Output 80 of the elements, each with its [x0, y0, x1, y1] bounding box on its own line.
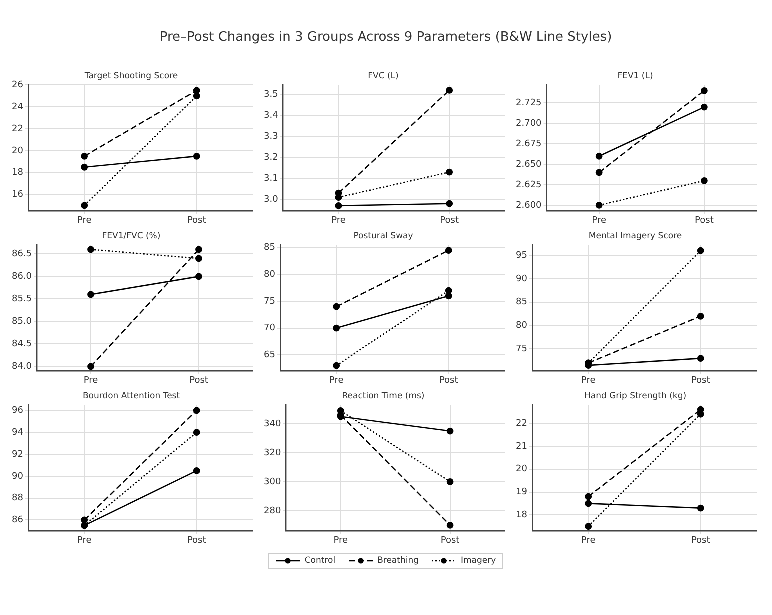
- chart-title: Postural Sway: [354, 231, 414, 242]
- y-tick-label: 75: [516, 344, 528, 355]
- x-tick-label: Pre: [332, 216, 346, 226]
- y-tick-label: 2.700: [516, 119, 542, 129]
- y-tick-label: 21: [516, 442, 528, 452]
- chart-title: FVC (L): [368, 71, 399, 82]
- x-tick-label: Post: [695, 216, 714, 226]
- y-tick-label: 96: [12, 406, 24, 416]
- y-tick-label: 26: [12, 80, 24, 91]
- y-tick-label: 20: [12, 146, 24, 156]
- x-tick-label: Post: [187, 536, 207, 546]
- y-tick-label: 3.1: [264, 174, 278, 184]
- chart-title: FEV1 (L): [618, 71, 654, 82]
- y-tick-label: 95: [516, 250, 528, 261]
- y-tick-label: 86.5: [12, 250, 32, 260]
- y-tick-label: 19: [516, 488, 528, 498]
- x-tick-label: Pre: [592, 216, 607, 226]
- x-tick-label: Pre: [329, 376, 344, 386]
- y-tick-label: 280: [264, 506, 282, 516]
- x-tick-label: Pre: [77, 536, 92, 546]
- y-tick-label: 94: [12, 428, 24, 438]
- y-tick-label: 22: [516, 418, 528, 429]
- y-tick-label: 2.725: [516, 98, 542, 109]
- y-tick-label: 86: [12, 516, 24, 526]
- y-tick-label: 90: [12, 472, 24, 482]
- x-tick-label: Post: [691, 536, 711, 546]
- y-tick-label: 84.5: [12, 340, 32, 350]
- y-tick-label: 18: [12, 168, 24, 178]
- y-tick-label: 90: [516, 274, 528, 284]
- y-tick-label: 2.650: [516, 160, 542, 170]
- legend-label: Breathing: [378, 556, 420, 566]
- y-tick-label: 80: [516, 321, 528, 332]
- y-tick-label: 320: [264, 448, 282, 458]
- y-tick-label: 75: [264, 296, 276, 307]
- y-tick-label: 2.600: [516, 200, 542, 211]
- y-tick-label: 70: [264, 324, 276, 334]
- y-tick-label: 65: [264, 350, 276, 360]
- text: Pre–Post Changes in 3 Groups Across 9 Parameters (B&W Line Styles): [158, 29, 614, 47]
- y-tick-label: 92: [12, 450, 24, 460]
- y-tick-label: 24: [12, 102, 24, 112]
- x-tick-label: Pre: [581, 536, 596, 546]
- chart-title: Mental Imagery Score: [588, 231, 682, 242]
- y-tick-label: 3.4: [264, 110, 279, 121]
- y-tick-label: 340: [264, 419, 282, 430]
- y-tick-label: 2.675: [516, 139, 542, 150]
- chart-title: Target Shooting Score: [84, 71, 178, 82]
- chart-title: Hand Grip Strength (kg): [584, 391, 687, 402]
- y-tick-label: 16: [12, 190, 24, 200]
- x-tick-label: Post: [691, 376, 711, 386]
- y-tick-label: 85.0: [12, 317, 32, 328]
- legend-label: Imagery: [461, 556, 496, 566]
- x-tick-label: Post: [187, 216, 207, 226]
- y-tick-label: 3.2: [264, 152, 278, 163]
- y-tick-label: 85.5: [12, 294, 32, 305]
- x-tick-label: Pre: [84, 376, 99, 386]
- x-tick-label: Pre: [77, 216, 92, 226]
- x-tick-label: Post: [439, 376, 459, 386]
- y-tick-label: 84.0: [12, 362, 32, 372]
- y-tick-label: 86.0: [12, 272, 32, 282]
- y-tick-label: 3.5: [264, 90, 278, 100]
- x-tick-label: Post: [190, 376, 209, 386]
- y-tick-label: 22: [12, 124, 24, 134]
- y-tick-label: 3.3: [264, 132, 278, 142]
- y-tick-label: 3.0: [264, 194, 279, 205]
- y-tick-label: 18: [516, 510, 528, 521]
- chart-title: FEV1/FVC (%): [102, 231, 161, 242]
- chart-title: Reaction Time (ms): [342, 391, 425, 402]
- legend-label: Control: [304, 556, 336, 566]
- x-tick-label: Pre: [334, 536, 348, 546]
- y-tick-label: 85: [264, 243, 276, 254]
- chart-title: Bourdon Attention Test: [82, 391, 181, 402]
- x-tick-label: Pre: [581, 376, 596, 386]
- y-tick-label: 20: [516, 464, 528, 475]
- y-tick-label: 2.625: [516, 180, 542, 190]
- y-tick-label: 88: [12, 494, 24, 504]
- x-tick-label: Post: [440, 536, 460, 546]
- x-tick-label: Post: [440, 216, 460, 226]
- y-tick-label: 300: [264, 477, 282, 488]
- y-tick-label: 85: [516, 298, 528, 308]
- y-tick-label: 80: [264, 270, 276, 280]
